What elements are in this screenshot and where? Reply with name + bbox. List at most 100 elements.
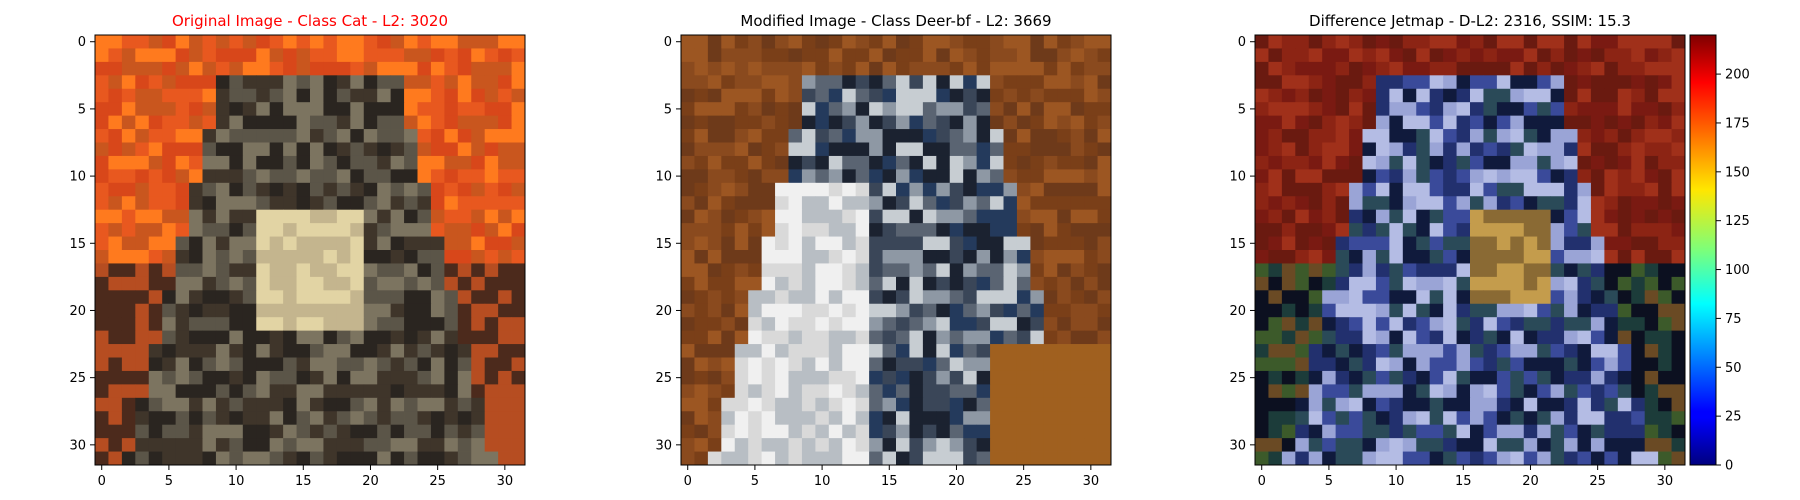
pixel-cell <box>215 236 230 251</box>
pixel-cell <box>229 451 244 466</box>
pixel-cell <box>215 75 230 90</box>
pixel-cell <box>1097 424 1112 439</box>
pixel-cell <box>404 411 418 426</box>
pixel-cell <box>1416 263 1431 278</box>
pixel-cell <box>788 411 803 426</box>
pixel-cell <box>1389 411 1404 426</box>
pixel-cell <box>1362 236 1377 251</box>
pixel-cell <box>310 102 324 117</box>
pixel-cell <box>869 397 883 412</box>
pixel-cell <box>1631 411 1646 426</box>
pixel-cell <box>135 438 150 452</box>
pixel-cell <box>430 209 445 224</box>
pixel-cell <box>1016 102 1031 117</box>
pixel-cell <box>1550 115 1565 130</box>
pixel-cell <box>229 236 244 251</box>
pixel-cell <box>175 344 190 358</box>
pixel-cell <box>1617 384 1632 399</box>
pixel-cell <box>842 250 857 264</box>
pixel-cell <box>909 48 924 63</box>
pixel-cell <box>1268 182 1283 197</box>
pixel-cell <box>1564 250 1578 264</box>
pixel-cell <box>296 303 311 318</box>
pixel-cell <box>761 290 776 305</box>
pixel-cell <box>202 169 217 184</box>
pixel-cell <box>721 357 736 372</box>
pixel-cell <box>1483 276 1498 291</box>
pixel-cell <box>1255 330 1269 345</box>
pixel-cell <box>1523 155 1538 170</box>
pixel-cell <box>256 250 271 264</box>
pixel-cell <box>869 115 883 130</box>
pixel-cell <box>162 129 177 143</box>
pixel-cell <box>775 75 789 90</box>
pixel-cell <box>909 438 924 452</box>
panel-title: Difference Jetmap - D-L2: 2316, SSIM: 15… <box>1309 12 1631 30</box>
pixel-cell <box>801 317 816 332</box>
pixel-cell <box>135 102 150 117</box>
pixel-cell <box>1523 411 1538 426</box>
pixel-cell <box>1443 75 1457 90</box>
pixel-cell <box>1523 209 1538 224</box>
pixel-cell <box>108 155 123 170</box>
pixel-cell <box>707 196 722 211</box>
pixel-cell <box>963 115 978 130</box>
pixel-cell <box>721 451 736 466</box>
pixel-cell <box>1523 35 1538 49</box>
pixel-cell <box>1084 397 1098 412</box>
pixel-cell <box>1631 330 1646 345</box>
pixel-cell <box>1470 438 1484 452</box>
pixel-cell <box>1537 411 1552 426</box>
pixel-cell <box>336 411 351 426</box>
pixel-cell <box>1617 88 1632 103</box>
pixel-cell <box>748 370 763 385</box>
pixel-cell <box>909 384 924 399</box>
pixel-cell <box>1550 169 1565 184</box>
y-tick-label: 25 <box>1229 371 1246 386</box>
colorbar-tick-label: 200 <box>1725 68 1750 83</box>
pixel-cell <box>1671 196 1686 211</box>
pixel-cell <box>1658 236 1672 251</box>
pixel-cell <box>1564 196 1578 211</box>
pixel-cell <box>869 290 883 305</box>
pixel-cell <box>135 276 150 291</box>
pixel-cell <box>1362 250 1377 264</box>
pixel-cell <box>1255 276 1269 291</box>
pixel-cell <box>1496 357 1511 372</box>
pixel-cell <box>498 155 512 170</box>
pixel-cell <box>1470 115 1484 130</box>
pixel-cell <box>976 290 991 305</box>
pixel-cell <box>323 209 338 224</box>
pixel-cell <box>801 155 816 170</box>
pixel-cell <box>788 424 803 439</box>
pixel-cell <box>1362 317 1377 332</box>
pixel-cell <box>801 424 816 439</box>
pixel-cell <box>1402 142 1417 157</box>
pixel-cell <box>1550 88 1565 103</box>
pixel-cell <box>135 129 150 143</box>
pixel-cell <box>949 344 964 358</box>
pixel-cell <box>990 451 1004 466</box>
pixel-cell <box>1631 290 1646 305</box>
pixel-cell <box>1617 397 1632 412</box>
pixel-cell <box>135 48 150 63</box>
pixel-cell <box>1604 236 1619 251</box>
pixel-cell <box>1070 330 1085 345</box>
pixel-cell <box>1043 290 1058 305</box>
pixel-cell <box>976 303 991 318</box>
pixel-cell <box>336 276 351 291</box>
pixel-cell <box>1016 276 1031 291</box>
pixel-cell <box>1604 75 1619 90</box>
pixel-cell <box>788 330 803 345</box>
pixel-cell <box>95 75 109 90</box>
pixel-cell <box>108 209 123 224</box>
pixel-cell <box>323 370 338 385</box>
pixel-cell <box>1483 397 1498 412</box>
pixel-cell <box>471 411 486 426</box>
pixel-cell <box>1537 155 1552 170</box>
pixel-cell <box>1295 303 1310 318</box>
pixel-cell <box>430 182 445 197</box>
pixel-cell <box>1016 317 1031 332</box>
pixel-cell <box>1537 250 1552 264</box>
pixel-cell <box>922 397 937 412</box>
